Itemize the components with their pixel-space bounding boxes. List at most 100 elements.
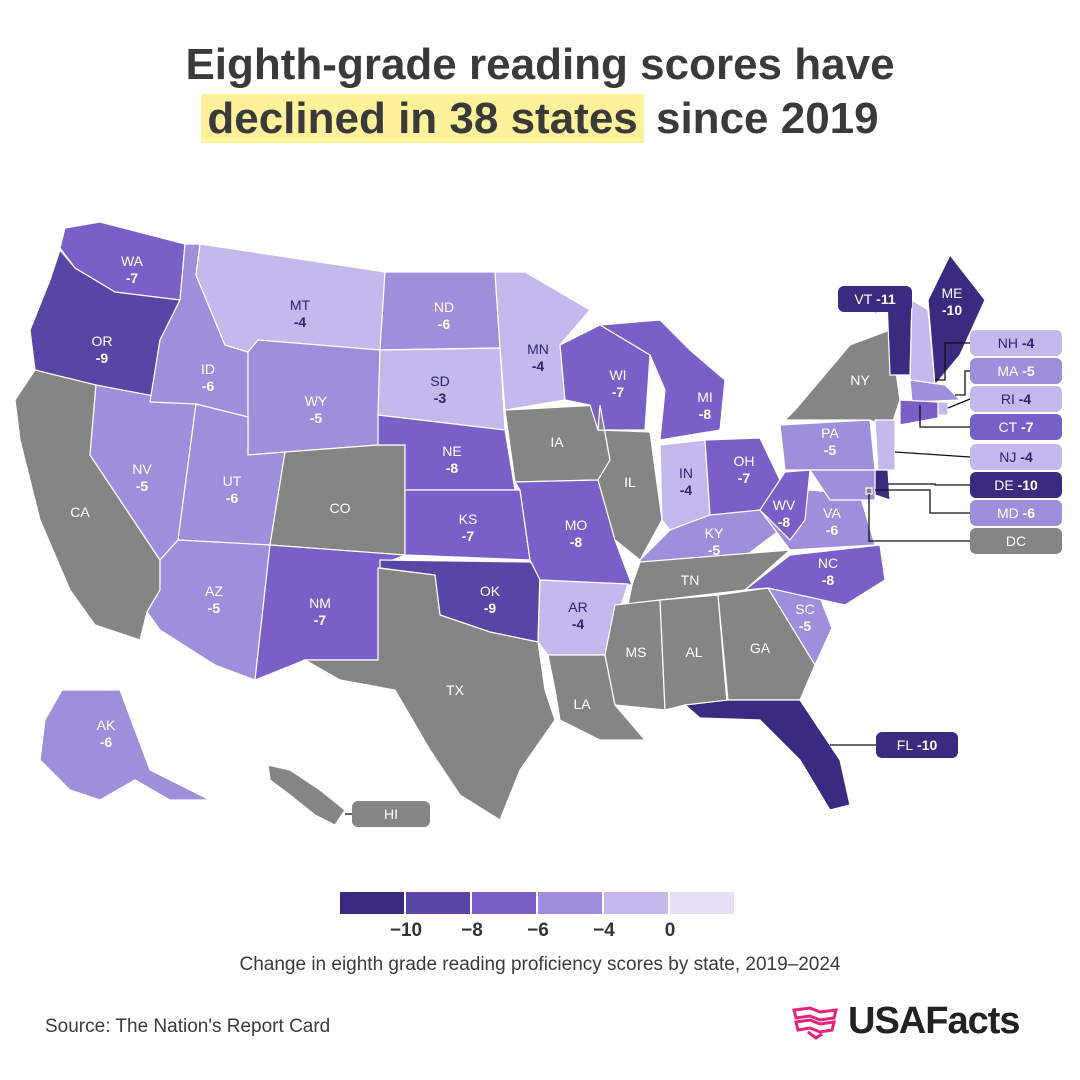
state-value-mo: -8 (570, 534, 583, 550)
legend-tick: −10 (390, 920, 422, 941)
state-abbr-ny: NY (850, 372, 870, 388)
state-me[interactable] (927, 253, 986, 387)
state-abbr-in: IN (679, 465, 693, 481)
legend-tick: −6 (527, 920, 549, 941)
state-abbr-ut: UT (223, 473, 242, 489)
state-value-wy: -5 (310, 410, 323, 426)
state-value-wi: -7 (612, 384, 625, 400)
state-abbr: DC (1006, 533, 1026, 549)
title-rest: since 2019 (643, 94, 879, 143)
chart-title: Eighth-grade reading scores have decline… (0, 38, 1080, 146)
state-value-in: -4 (680, 482, 693, 498)
callout-box-md (970, 500, 1062, 526)
state-label-ct: CT -7 (998, 419, 1033, 435)
callout-line-ma (955, 370, 970, 396)
state-abbr-ks: KS (459, 511, 478, 527)
state-abbr-pa: PA (821, 425, 839, 441)
legend-swatch (472, 892, 536, 914)
legend-tick: −8 (461, 920, 483, 941)
state-value: -4 (1016, 449, 1033, 465)
state-abbr-tx: TX (446, 682, 465, 698)
callout-box-ct (970, 414, 1062, 440)
state-abbr-nv: NV (132, 461, 152, 477)
state-ct[interactable] (899, 399, 939, 426)
legend-tick: −4 (593, 920, 615, 941)
state-abbr-la: LA (573, 696, 591, 712)
state-tx[interactable] (302, 567, 556, 821)
state-il[interactable] (597, 404, 663, 561)
state-label-dc: DC (1006, 533, 1026, 549)
state-value-wa: -7 (126, 270, 139, 286)
state-label-nj: NJ -4 (999, 449, 1033, 465)
state-wv[interactable] (759, 469, 811, 541)
state-abbr: CT (998, 419, 1017, 435)
state-value: -10 (913, 737, 937, 753)
state-ri[interactable] (937, 401, 949, 416)
state-value-mi: -8 (699, 406, 712, 422)
state-abbr-ne: NE (442, 443, 461, 459)
callout-box-nj (970, 444, 1062, 470)
state-abbr-co: CO (330, 500, 351, 516)
state-value-ut: -6 (226, 490, 239, 506)
callout-box-de (970, 472, 1062, 498)
state-value-nm: -7 (314, 612, 327, 628)
state-abbr-wy: WY (305, 393, 328, 409)
state-md[interactable] (808, 469, 876, 501)
legend-swatch (406, 892, 470, 914)
state-abbr: RI (1001, 391, 1015, 407)
state-ma[interactable] (909, 379, 962, 403)
state-value-ks: -7 (462, 528, 475, 544)
state-value-nv: -5 (136, 478, 149, 494)
state-fl[interactable] (683, 699, 851, 811)
state-value-ky: -5 (708, 542, 721, 558)
source-note: Source: The Nation's Report Card (45, 1016, 331, 1037)
state-abbr: FL (897, 737, 914, 753)
brand-name: USAFacts (848, 1000, 1020, 1042)
state-mi[interactable] (598, 319, 726, 441)
state-label-ri: RI -4 (1001, 391, 1032, 407)
state-abbr-va: VA (823, 505, 841, 521)
callout-line-de (888, 483, 970, 486)
state-abbr-me: ME (942, 285, 963, 301)
state-value-ok: -9 (484, 600, 497, 616)
state-ny[interactable] (783, 329, 901, 431)
state-value-mt: -4 (294, 314, 307, 330)
state-label-ma: MA -5 (997, 363, 1035, 379)
callout-line-ct (919, 405, 970, 428)
state-nc[interactable] (743, 544, 886, 606)
state-dc[interactable] (865, 487, 873, 495)
state-abbr-mi: MI (697, 389, 713, 405)
legend: −10 −8 −6 −4 0 (340, 892, 734, 941)
state-value-va: -6 (826, 522, 839, 538)
state-abbr: MA (997, 363, 1019, 379)
state-value-or: -9 (96, 350, 109, 366)
state-abbr-ga: GA (750, 640, 771, 656)
state-abbr-wi: WI (609, 367, 626, 383)
state-tn[interactable] (627, 549, 792, 605)
callout-box-hi (352, 801, 430, 827)
state-abbr-ar: AR (568, 599, 587, 615)
state-abbr-ms: MS (626, 644, 647, 660)
state-abbr: NJ (999, 449, 1016, 465)
state-abbr-tn: TN (681, 572, 700, 588)
state-value-oh: -7 (738, 470, 751, 486)
state-nj[interactable] (874, 419, 896, 471)
state-abbr-or: OR (92, 333, 113, 349)
state-hi[interactable] (267, 764, 346, 826)
state-label-md: MD -6 (997, 505, 1035, 521)
usa-flag-icon (792, 1005, 838, 1040)
state-value-id: -6 (202, 378, 215, 394)
state-labels: WA-7OR-9CANV-5ID-6MT-4WY-5UT-6AZ-5CONM-7… (70, 253, 1062, 827)
state-value: -4 (1015, 391, 1032, 407)
legend-tick: 0 (665, 920, 676, 941)
state-value-sc: -5 (799, 618, 812, 634)
callout-box-nh (970, 330, 1062, 356)
state-abbr-wa: WA (121, 253, 144, 269)
state-label-fl: FL -10 (897, 737, 938, 753)
state-ak[interactable] (39, 689, 211, 801)
legend-swatch (670, 892, 734, 914)
state-value-mn: -4 (532, 358, 545, 374)
state-de[interactable] (874, 469, 891, 501)
state-value: -7 (1017, 419, 1034, 435)
